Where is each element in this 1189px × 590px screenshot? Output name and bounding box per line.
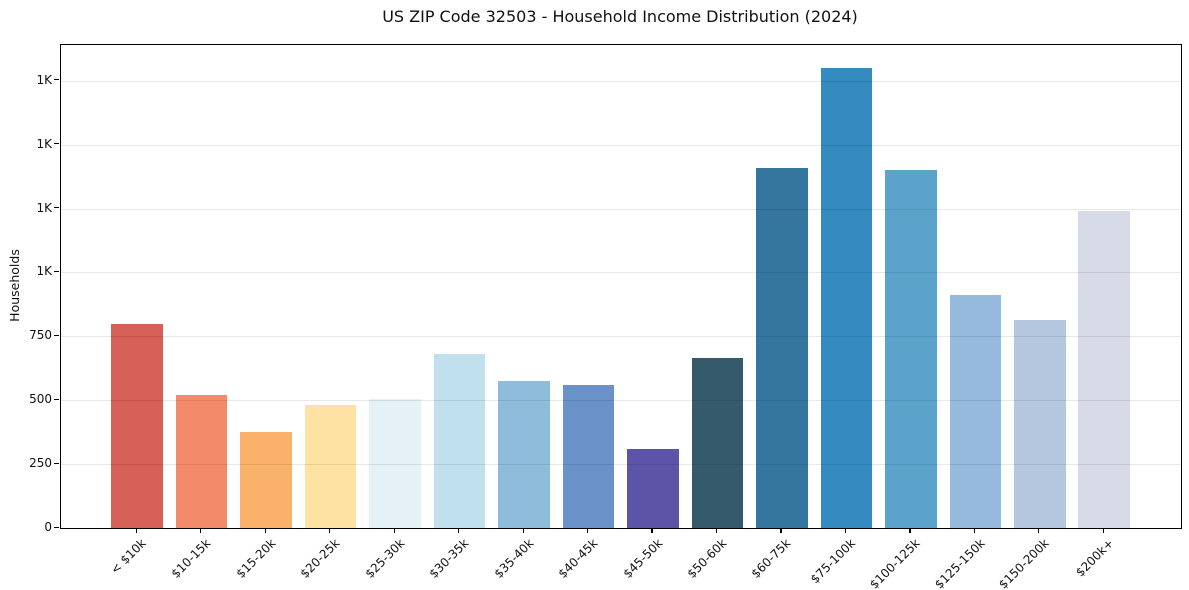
- x-tick-label: $200k+: [1072, 536, 1117, 580]
- gridline: [60, 80, 1181, 82]
- bar-$30-35k: [433, 354, 486, 528]
- plot-area: [59, 44, 1182, 529]
- y-tick-mark: [54, 526, 59, 528]
- gridline: [60, 400, 1181, 402]
- x-tick-label: $125-150k: [931, 536, 988, 590]
- y-tick-mark: [54, 270, 59, 273]
- y-tick-label: 250: [29, 456, 52, 471]
- bar-$200k+: [1078, 211, 1131, 528]
- gridline: [60, 464, 1181, 466]
- x-tick-label: $150-200k: [996, 536, 1052, 590]
- y-tick-label: 500: [29, 392, 52, 407]
- x-tick-label: < $10k: [108, 536, 150, 577]
- gridline: [60, 336, 1181, 338]
- y-tick-label: 1K: [36, 264, 52, 279]
- x-tick-mark: [909, 528, 911, 533]
- x-tick-mark: [1038, 528, 1040, 533]
- x-tick-mark: [264, 528, 266, 533]
- y-axis-label: Households: [6, 249, 22, 322]
- x-tick-label: $60-75k: [748, 536, 794, 581]
- x-tick-mark: [844, 528, 847, 533]
- x-tick-label: $25-30k: [362, 536, 407, 581]
- gridline: [60, 272, 1181, 274]
- x-tick-label: $30-35k: [426, 536, 472, 581]
- x-tick-mark: [780, 528, 782, 533]
- bar-$45-50k: [627, 448, 679, 528]
- x-tick-mark: [522, 528, 524, 533]
- x-tick-mark: [715, 528, 718, 533]
- x-tick-mark: [973, 528, 976, 533]
- y-tick-mark: [54, 462, 59, 464]
- x-tick-label: $40-45k: [555, 536, 601, 581]
- x-tick-label: $50-60k: [684, 536, 730, 581]
- x-tick-mark: [458, 528, 460, 533]
- x-tick-label: $75-100k: [808, 536, 859, 587]
- bar-$100-125k: [885, 170, 937, 528]
- bar-$60-75k: [756, 167, 808, 528]
- y-tick-label: 1K: [36, 136, 52, 151]
- bar-$15-20k: [240, 432, 292, 528]
- bar-$20-25k: [304, 405, 357, 528]
- x-tick-mark: [135, 528, 137, 533]
- bar-$150-200k: [1014, 319, 1066, 528]
- bar-$25-30k: [369, 398, 421, 528]
- y-tick-mark: [54, 143, 59, 145]
- bar-$35-40k: [498, 381, 550, 528]
- bar-$50-60k: [691, 358, 744, 528]
- y-tick-label: 750: [29, 328, 52, 343]
- y-tick-label: 1K: [36, 72, 52, 87]
- x-tick-mark: [329, 528, 331, 533]
- bar-$75-100k: [820, 68, 873, 528]
- x-tick-label: $100-125k: [867, 536, 923, 590]
- x-tick-label: $10-15k: [168, 536, 214, 581]
- y-tick-mark: [54, 334, 59, 337]
- x-tick-label: $35-40k: [491, 536, 536, 581]
- x-tick-mark: [393, 528, 395, 533]
- x-tick-mark: [651, 528, 653, 533]
- y-tick-label: 0: [44, 520, 52, 534]
- x-tick-label: $15-20k: [233, 536, 279, 581]
- bar-$125-150k: [949, 295, 1002, 528]
- y-tick-mark: [54, 398, 59, 400]
- bar-< $10k: [111, 323, 163, 528]
- gridline: [60, 208, 1181, 210]
- y-tick-mark: [54, 207, 59, 209]
- x-tick-mark: [1102, 528, 1104, 533]
- chart-title: US ZIP Code 32503 - Household Income Dis…: [382, 7, 858, 26]
- gridline: [60, 144, 1181, 146]
- bar-$10-15k: [175, 395, 228, 528]
- x-tick-label: $20-25k: [297, 536, 343, 581]
- x-tick-mark: [587, 528, 589, 533]
- bar-$40-45k: [562, 384, 615, 528]
- y-tick-mark: [54, 79, 59, 81]
- y-tick-label: 1K: [36, 200, 52, 215]
- x-tick-label: $45-50k: [620, 536, 665, 581]
- x-tick-mark: [200, 528, 202, 533]
